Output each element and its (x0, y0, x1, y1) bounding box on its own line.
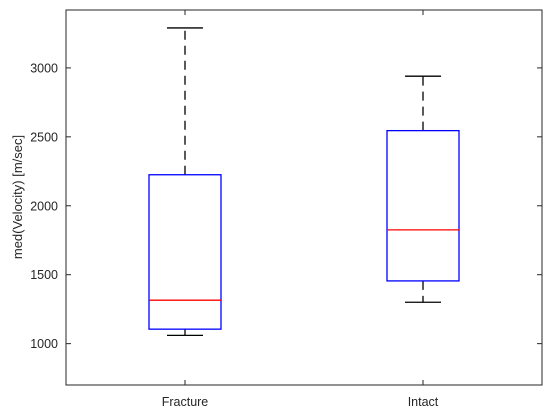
x-tick-label: Fracture (162, 395, 209, 409)
axis-ticks: 1000 1500 2000 2500 3000 Fracture Intact (30, 10, 542, 409)
plot-area (65, 9, 543, 386)
y-tick-label: 2000 (30, 199, 58, 213)
y-tick-label: 2500 (30, 130, 58, 144)
box-group (386, 75, 460, 303)
y-tick-label: 1000 (30, 337, 58, 351)
iqr-box (386, 129, 460, 282)
y-axis-title: med(Velocity) [m/sec] (10, 135, 25, 259)
iqr-box (148, 174, 222, 330)
box-group (148, 27, 222, 337)
boxes (148, 27, 460, 337)
x-tick-label: Intact (408, 395, 439, 409)
y-tick-label: 3000 (30, 61, 58, 75)
y-tick-label: 1500 (30, 268, 58, 282)
